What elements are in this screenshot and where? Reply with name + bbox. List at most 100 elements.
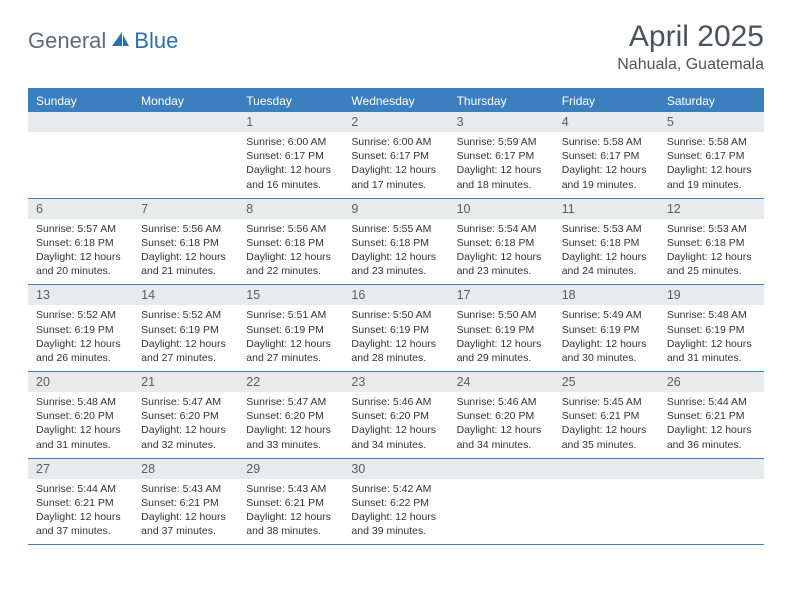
day-cell: 6Sunrise: 5:57 AMSunset: 6:18 PMDaylight… bbox=[28, 199, 133, 285]
sunrise-text: Sunrise: 5:47 AM bbox=[141, 395, 230, 409]
day-number bbox=[449, 459, 554, 479]
day-number: 6 bbox=[28, 199, 133, 219]
sunset-text: Sunset: 6:18 PM bbox=[246, 236, 335, 250]
sunrise-text: Sunrise: 5:48 AM bbox=[667, 308, 756, 322]
day-info: Sunrise: 5:53 AMSunset: 6:18 PMDaylight:… bbox=[554, 219, 659, 285]
daylight-text: and 33 minutes. bbox=[246, 438, 335, 452]
daylight-text: Daylight: 12 hours bbox=[351, 510, 440, 524]
week-row: 20Sunrise: 5:48 AMSunset: 6:20 PMDayligh… bbox=[28, 372, 764, 459]
day-info: Sunrise: 6:00 AMSunset: 6:17 PMDaylight:… bbox=[238, 132, 343, 198]
daylight-text: and 27 minutes. bbox=[141, 351, 230, 365]
day-cell: 25Sunrise: 5:45 AMSunset: 6:21 PMDayligh… bbox=[554, 372, 659, 458]
daylight-text: Daylight: 12 hours bbox=[141, 337, 230, 351]
day-cell: 1Sunrise: 6:00 AMSunset: 6:17 PMDaylight… bbox=[238, 112, 343, 198]
day-number bbox=[133, 112, 238, 132]
sunset-text: Sunset: 6:18 PM bbox=[36, 236, 125, 250]
brand-part1: General bbox=[28, 28, 106, 54]
daylight-text: and 18 minutes. bbox=[457, 178, 546, 192]
day-cell: 15Sunrise: 5:51 AMSunset: 6:19 PMDayligh… bbox=[238, 285, 343, 371]
daylight-text: and 28 minutes. bbox=[351, 351, 440, 365]
day-info: Sunrise: 5:53 AMSunset: 6:18 PMDaylight:… bbox=[659, 219, 764, 285]
day-number: 26 bbox=[659, 372, 764, 392]
day-info: Sunrise: 5:56 AMSunset: 6:18 PMDaylight:… bbox=[238, 219, 343, 285]
day-number: 25 bbox=[554, 372, 659, 392]
day-number: 3 bbox=[449, 112, 554, 132]
daylight-text: and 19 minutes. bbox=[667, 178, 756, 192]
daylight-text: Daylight: 12 hours bbox=[667, 163, 756, 177]
daylight-text: Daylight: 12 hours bbox=[667, 250, 756, 264]
daylight-text: Daylight: 12 hours bbox=[351, 423, 440, 437]
day-info: Sunrise: 5:59 AMSunset: 6:17 PMDaylight:… bbox=[449, 132, 554, 198]
day-cell: 5Sunrise: 5:58 AMSunset: 6:17 PMDaylight… bbox=[659, 112, 764, 198]
day-cell: 29Sunrise: 5:43 AMSunset: 6:21 PMDayligh… bbox=[238, 459, 343, 545]
day-info: Sunrise: 6:00 AMSunset: 6:17 PMDaylight:… bbox=[343, 132, 448, 198]
sunrise-text: Sunrise: 5:51 AM bbox=[246, 308, 335, 322]
calendar-page: General Blue April 2025 Nahuala, Guatema… bbox=[0, 0, 792, 565]
day-number bbox=[554, 459, 659, 479]
sunset-text: Sunset: 6:19 PM bbox=[141, 323, 230, 337]
daylight-text: and 36 minutes. bbox=[667, 438, 756, 452]
day-number: 9 bbox=[343, 199, 448, 219]
day-cell: 14Sunrise: 5:52 AMSunset: 6:19 PMDayligh… bbox=[133, 285, 238, 371]
sunset-text: Sunset: 6:20 PM bbox=[36, 409, 125, 423]
sunset-text: Sunset: 6:17 PM bbox=[667, 149, 756, 163]
sunrise-text: Sunrise: 5:46 AM bbox=[351, 395, 440, 409]
sunrise-text: Sunrise: 5:54 AM bbox=[457, 222, 546, 236]
daylight-text: and 34 minutes. bbox=[457, 438, 546, 452]
day-number bbox=[659, 459, 764, 479]
day-info: Sunrise: 5:50 AMSunset: 6:19 PMDaylight:… bbox=[449, 305, 554, 371]
daylight-text: and 30 minutes. bbox=[562, 351, 651, 365]
day-cell: 27Sunrise: 5:44 AMSunset: 6:21 PMDayligh… bbox=[28, 459, 133, 545]
day-info: Sunrise: 5:49 AMSunset: 6:19 PMDaylight:… bbox=[554, 305, 659, 371]
daylight-text: and 20 minutes. bbox=[36, 264, 125, 278]
daylight-text: and 29 minutes. bbox=[457, 351, 546, 365]
day-cell bbox=[554, 459, 659, 545]
day-number: 23 bbox=[343, 372, 448, 392]
dow-label: Monday bbox=[133, 90, 238, 112]
sunrise-text: Sunrise: 5:53 AM bbox=[667, 222, 756, 236]
daylight-text: Daylight: 12 hours bbox=[36, 337, 125, 351]
sunrise-text: Sunrise: 5:52 AM bbox=[141, 308, 230, 322]
sunrise-text: Sunrise: 5:58 AM bbox=[562, 135, 651, 149]
daylight-text: and 17 minutes. bbox=[351, 178, 440, 192]
daylight-text: Daylight: 12 hours bbox=[141, 423, 230, 437]
day-cell: 24Sunrise: 5:46 AMSunset: 6:20 PMDayligh… bbox=[449, 372, 554, 458]
day-number: 20 bbox=[28, 372, 133, 392]
day-number: 8 bbox=[238, 199, 343, 219]
sunset-text: Sunset: 6:20 PM bbox=[351, 409, 440, 423]
sunrise-text: Sunrise: 5:49 AM bbox=[562, 308, 651, 322]
day-info: Sunrise: 5:58 AMSunset: 6:17 PMDaylight:… bbox=[659, 132, 764, 198]
sunset-text: Sunset: 6:19 PM bbox=[457, 323, 546, 337]
day-number: 13 bbox=[28, 285, 133, 305]
daylight-text: and 19 minutes. bbox=[562, 178, 651, 192]
sunset-text: Sunset: 6:17 PM bbox=[246, 149, 335, 163]
day-cell: 9Sunrise: 5:55 AMSunset: 6:18 PMDaylight… bbox=[343, 199, 448, 285]
day-cell: 2Sunrise: 6:00 AMSunset: 6:17 PMDaylight… bbox=[343, 112, 448, 198]
sunset-text: Sunset: 6:20 PM bbox=[457, 409, 546, 423]
day-info: Sunrise: 5:55 AMSunset: 6:18 PMDaylight:… bbox=[343, 219, 448, 285]
daylight-text: Daylight: 12 hours bbox=[457, 337, 546, 351]
day-cell: 18Sunrise: 5:49 AMSunset: 6:19 PMDayligh… bbox=[554, 285, 659, 371]
day-info: Sunrise: 5:44 AMSunset: 6:21 PMDaylight:… bbox=[28, 479, 133, 545]
daylight-text: and 37 minutes. bbox=[36, 524, 125, 538]
sunset-text: Sunset: 6:22 PM bbox=[351, 496, 440, 510]
calendar-grid: SundayMondayTuesdayWednesdayThursdayFrid… bbox=[28, 88, 764, 545]
page-header: General Blue April 2025 Nahuala, Guatema… bbox=[28, 20, 764, 74]
day-cell bbox=[659, 459, 764, 545]
brand-part2: Blue bbox=[134, 28, 178, 54]
day-cell: 16Sunrise: 5:50 AMSunset: 6:19 PMDayligh… bbox=[343, 285, 448, 371]
day-cell: 21Sunrise: 5:47 AMSunset: 6:20 PMDayligh… bbox=[133, 372, 238, 458]
day-number: 27 bbox=[28, 459, 133, 479]
sunset-text: Sunset: 6:20 PM bbox=[246, 409, 335, 423]
sunset-text: Sunset: 6:21 PM bbox=[141, 496, 230, 510]
day-cell: 10Sunrise: 5:54 AMSunset: 6:18 PMDayligh… bbox=[449, 199, 554, 285]
sunrise-text: Sunrise: 5:47 AM bbox=[246, 395, 335, 409]
daylight-text: Daylight: 12 hours bbox=[36, 423, 125, 437]
daylight-text: and 32 minutes. bbox=[141, 438, 230, 452]
day-cell: 22Sunrise: 5:47 AMSunset: 6:20 PMDayligh… bbox=[238, 372, 343, 458]
daylight-text: Daylight: 12 hours bbox=[351, 163, 440, 177]
daylight-text: Daylight: 12 hours bbox=[141, 510, 230, 524]
daylight-text: and 26 minutes. bbox=[36, 351, 125, 365]
sunset-text: Sunset: 6:21 PM bbox=[36, 496, 125, 510]
dow-label: Tuesday bbox=[238, 90, 343, 112]
